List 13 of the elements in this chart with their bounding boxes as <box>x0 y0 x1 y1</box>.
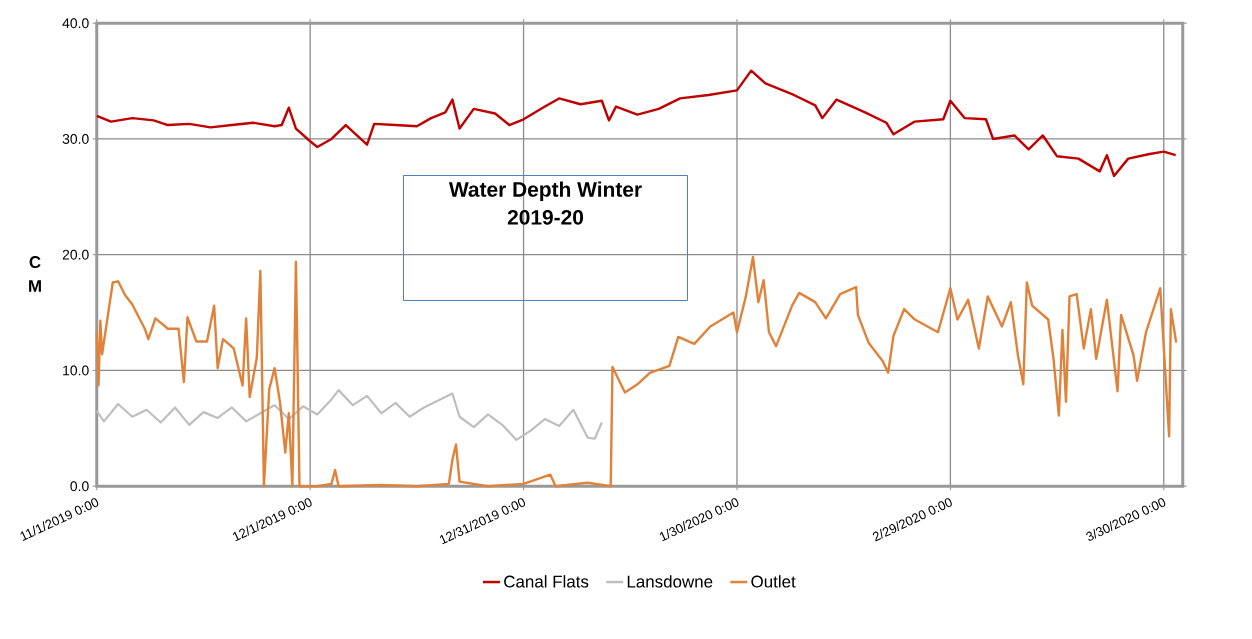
line-series <box>95 389 603 441</box>
y-tick-label: 30.0 <box>62 134 89 144</box>
text: Water Depth Winter 2019-20 <box>448 181 642 225</box>
y-tick-label: 40.0 <box>62 18 89 29</box>
y-tick-label: 10.0 <box>63 365 89 376</box>
y-tick-label: 20.0 <box>62 249 89 260</box>
line-series <box>95 69 1177 178</box>
y-tick-label: 0.0 <box>70 481 89 492</box>
line-series <box>95 255 1178 488</box>
legend-label: Lansdowne <box>627 575 713 588</box>
y-axis-title: C M <box>29 256 41 292</box>
legend-label: Outlet <box>751 575 796 588</box>
legend-label: Canal Flats <box>504 575 589 588</box>
